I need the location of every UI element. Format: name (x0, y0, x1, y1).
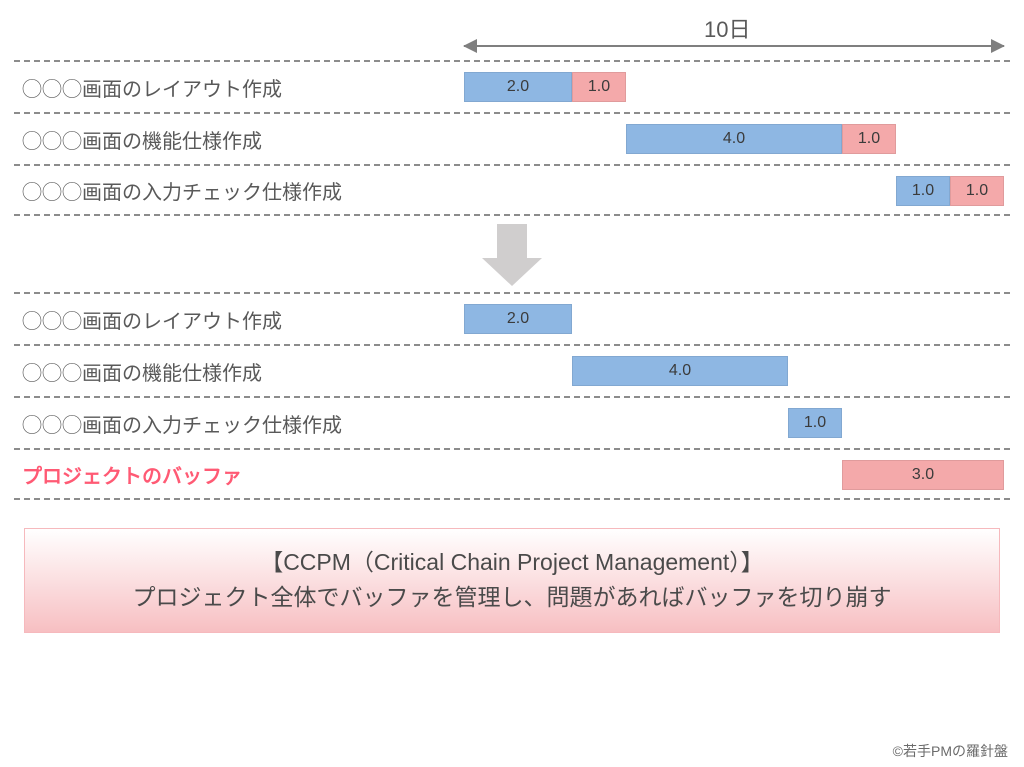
gantt-before: ◯◯◯画面のレイアウト作成2.01.0◯◯◯画面の機能仕様作成4.01.0◯◯◯… (14, 60, 1010, 216)
gantt-bar: 1.0 (788, 408, 842, 438)
gantt-bar-area: 2.0 (14, 294, 1010, 344)
gantt-bar-area: 3.0 (14, 450, 1010, 498)
gantt-bar-area: 4.01.0 (14, 114, 1010, 164)
gantt-bar-area: 1.01.0 (14, 166, 1010, 214)
copyright-text: ©若手PMの羅針盤 (893, 741, 1008, 761)
gantt-after: ◯◯◯画面のレイアウト作成2.0◯◯◯画面の機能仕様作成4.0◯◯◯画面の入力チ… (14, 292, 1010, 500)
gantt-row: ◯◯◯画面の入力チェック仕様作成1.0 (14, 396, 1010, 448)
gantt-bar-area: 2.01.0 (14, 62, 1010, 112)
gantt-bar: 2.0 (464, 72, 572, 102)
gantt-row: プロジェクトのバッファ3.0 (14, 448, 1010, 500)
gantt-row: ◯◯◯画面のレイアウト作成2.01.0 (14, 60, 1010, 112)
gantt-bar: 1.0 (950, 176, 1004, 206)
transform-arrow-wrap (14, 216, 1010, 292)
gantt-bar: 3.0 (842, 460, 1004, 490)
summary-title: 【CCPM（Critical Chain Project Management）… (37, 545, 987, 580)
timeline-duration-label: 10日 (704, 12, 750, 44)
gantt-bar: 4.0 (572, 356, 788, 386)
gantt-row: ◯◯◯画面のレイアウト作成2.0 (14, 292, 1010, 344)
gantt-bar: 2.0 (464, 304, 572, 334)
gantt-bar: 1.0 (572, 72, 626, 102)
summary-box: 【CCPM（Critical Chain Project Management）… (24, 528, 1000, 633)
gantt-bar-area: 1.0 (14, 398, 1010, 448)
gantt-row: ◯◯◯画面の入力チェック仕様作成1.01.0 (14, 164, 1010, 216)
gantt-row: ◯◯◯画面の機能仕様作成4.0 (14, 344, 1010, 396)
summary-desc: プロジェクト全体でバッファを管理し、問題があればバッファを切り崩す (37, 580, 987, 615)
gantt-bar-area: 4.0 (14, 346, 1010, 396)
gantt-row: ◯◯◯画面の機能仕様作成4.01.0 (14, 112, 1010, 164)
gantt-bar: 1.0 (896, 176, 950, 206)
down-arrow-icon (482, 224, 542, 286)
gantt-bar: 4.0 (626, 124, 842, 154)
gantt-bar: 1.0 (842, 124, 896, 154)
timeline-arrow (464, 45, 1004, 47)
timeline-header: 10日 (14, 10, 1010, 60)
